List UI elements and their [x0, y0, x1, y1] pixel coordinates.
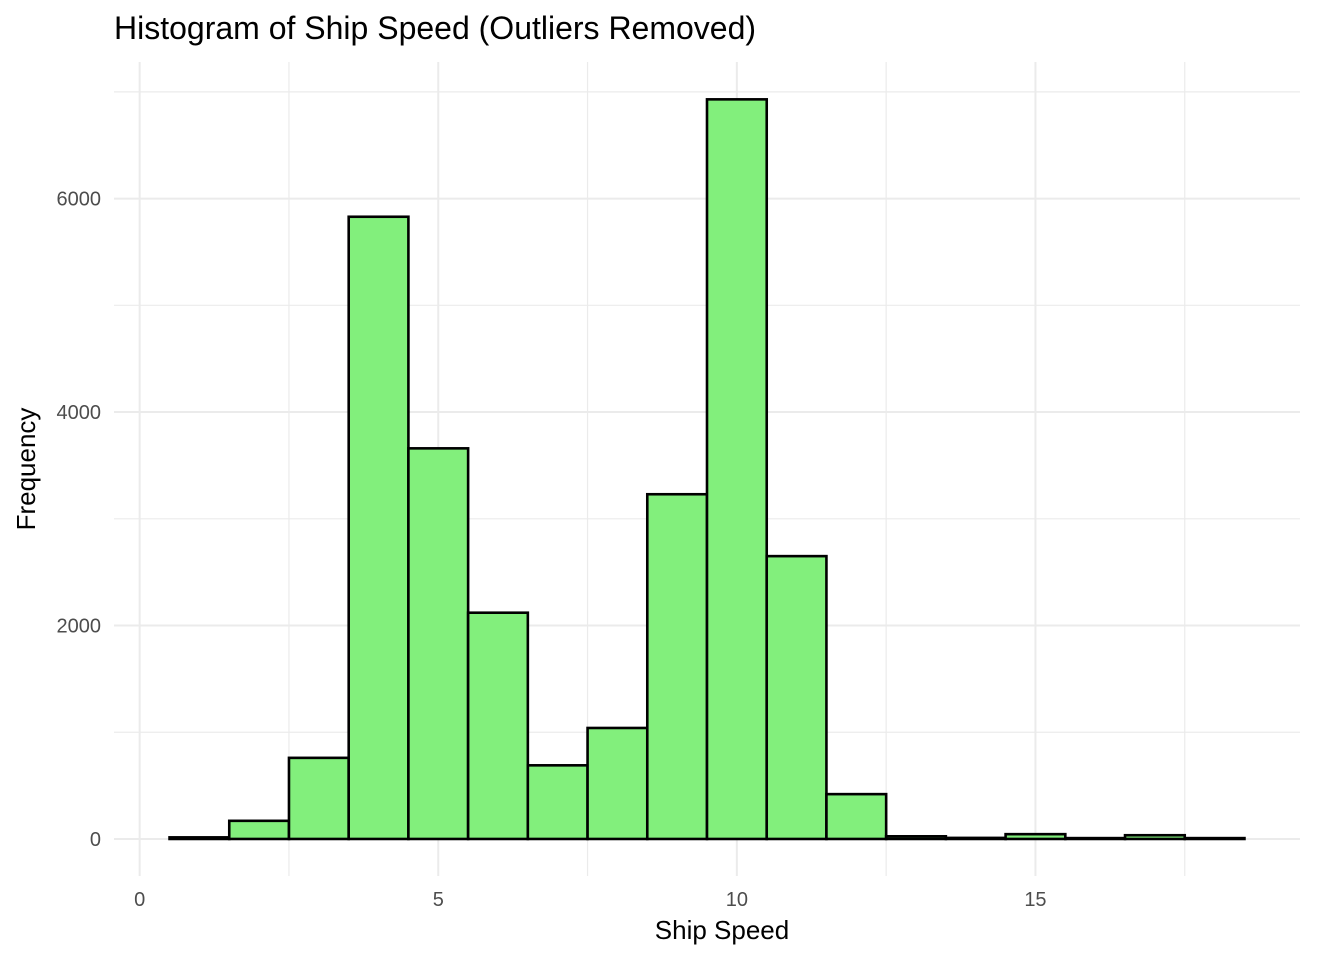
histogram-bars: [168, 98, 1246, 841]
x-tick-label: 10: [726, 889, 748, 911]
histogram-bar: [287, 756, 350, 841]
histogram-bar: [1183, 836, 1246, 841]
y-tick-label: 4000: [57, 402, 102, 424]
y-tick-label: 2000: [57, 616, 102, 638]
histogram-bar: [526, 764, 589, 841]
histogram-bar: [645, 492, 709, 841]
x-axis-title: Ship Speed: [655, 915, 789, 945]
chart-title: Histogram of Ship Speed (Outliers Remove…: [114, 10, 756, 46]
y-tick-label: 0: [90, 829, 101, 851]
histogram-bar: [1123, 833, 1187, 841]
histogram-bar: [1004, 832, 1067, 841]
y-tick-label: 6000: [57, 189, 102, 211]
histogram-bar: [407, 447, 470, 841]
histogram-bar: [227, 819, 291, 841]
histogram-bar: [347, 215, 410, 841]
y-axis-title: Frequency: [11, 408, 41, 531]
histogram-bar: [765, 554, 828, 841]
histogram-bar: [466, 611, 530, 841]
histogram-bar: [944, 836, 1007, 841]
histogram-bar: [825, 792, 888, 841]
x-tick-label: 0: [134, 889, 145, 911]
histogram-bar: [1064, 836, 1127, 841]
x-tick-label: 15: [1024, 889, 1046, 911]
tick-labels: 0 5 10 15 0 2000 4000 6000: [57, 189, 1047, 911]
x-tick-label: 5: [433, 889, 444, 911]
histogram-bar: [586, 726, 649, 841]
histogram-bar: [884, 834, 948, 841]
histogram-bar: [705, 98, 769, 841]
histogram-bar: [168, 836, 231, 841]
